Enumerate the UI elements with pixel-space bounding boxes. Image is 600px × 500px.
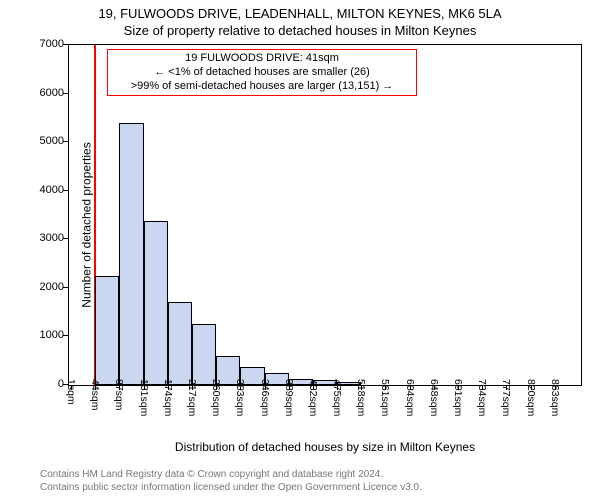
footer-line-2: Contains public sector information licen…	[40, 482, 422, 495]
x-tick-label: 1sqm	[65, 379, 77, 405]
x-tick-mark	[265, 385, 266, 390]
x-tick-mark	[289, 385, 290, 390]
chart-title-line2: Size of property relative to detached ho…	[0, 23, 600, 38]
annotation-line-1: 19 FULWOODS DRIVE: 41sqm	[112, 52, 412, 66]
y-tick-label: 5000	[40, 135, 64, 147]
x-tick-label: 44sqm	[89, 379, 101, 411]
x-tick-mark	[192, 385, 193, 390]
y-tick-label: 6000	[40, 87, 64, 99]
x-tick-mark	[434, 385, 435, 390]
x-tick-mark	[313, 385, 314, 390]
chart-container: 19, FULWOODS DRIVE, LEADENHALL, MILTON K…	[0, 0, 600, 500]
y-tick-label: 3000	[40, 232, 64, 244]
x-axis-label: Distribution of detached houses by size …	[68, 440, 582, 454]
annotation-box: 19 FULWOODS DRIVE: 41sqm ← <1% of detach…	[107, 49, 417, 96]
annotation-line-3: >99% of semi-detached houses are larger …	[112, 80, 412, 94]
x-tick-mark	[144, 385, 145, 390]
histogram-bar	[119, 123, 143, 385]
x-tick-mark	[119, 385, 120, 390]
footer-line-1: Contains HM Land Registry data © Crown c…	[40, 469, 422, 482]
histogram-bar	[192, 324, 216, 385]
x-tick-mark	[168, 385, 169, 390]
x-tick-mark	[240, 385, 241, 390]
x-tick-mark	[337, 385, 338, 390]
x-tick-mark	[361, 385, 362, 390]
y-tick-label: 7000	[40, 38, 64, 50]
x-tick-mark	[506, 385, 507, 390]
histogram-bar	[95, 276, 119, 385]
x-tick-mark	[531, 385, 532, 390]
y-tick-label: 4000	[40, 184, 64, 196]
y-tick-label: 1000	[40, 329, 64, 341]
y-tick-label: 2000	[40, 281, 64, 293]
chart-title-line1: 19, FULWOODS DRIVE, LEADENHALL, MILTON K…	[0, 6, 600, 21]
annotation-line-2: ← <1% of detached houses are smaller (26…	[112, 66, 412, 80]
x-tick-label: 87sqm	[113, 379, 125, 411]
x-tick-mark	[385, 385, 386, 390]
x-tick-mark	[482, 385, 483, 390]
footer-text: Contains HM Land Registry data © Crown c…	[40, 469, 422, 494]
histogram-bar	[144, 221, 168, 385]
x-tick-mark	[555, 385, 556, 390]
x-tick-mark	[458, 385, 459, 390]
x-tick-mark	[95, 385, 96, 390]
histogram-bar	[168, 302, 192, 385]
plot-area: 19 FULWOODS DRIVE: 41sqm ← <1% of detach…	[68, 44, 582, 386]
x-tick-mark	[216, 385, 217, 390]
x-tick-mark	[410, 385, 411, 390]
x-tick-mark	[71, 385, 72, 390]
